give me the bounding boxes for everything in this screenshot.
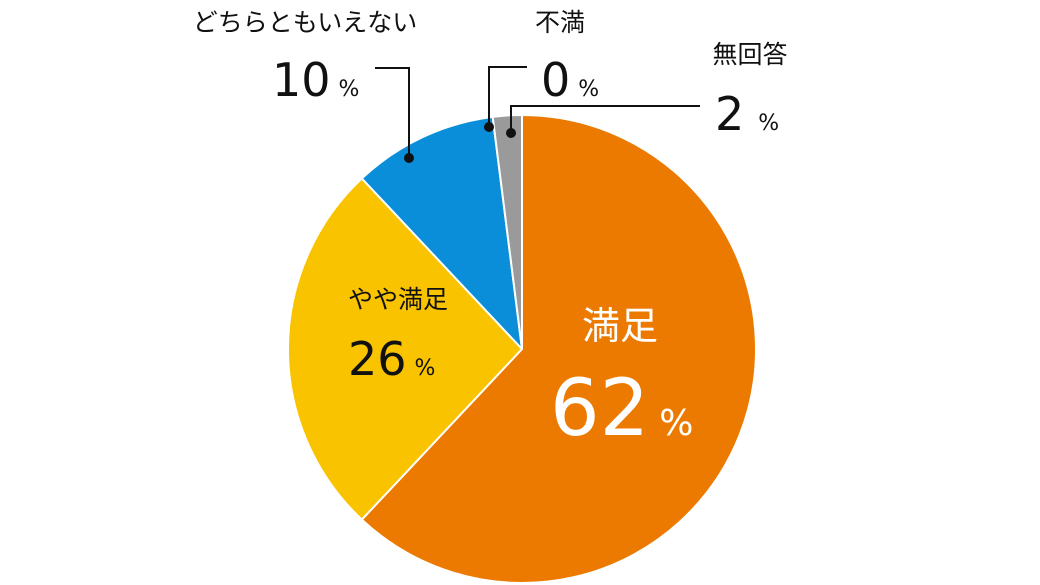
slice-value-fuman: 0%	[541, 53, 599, 107]
leader-line-dochira	[375, 67, 410, 158]
slice-value-mukaito: 2%	[715, 87, 779, 141]
pie-slice-dochira	[360, 115, 523, 350]
slice-label-yaya-manzoku: やや満足	[348, 285, 448, 314]
leader-dot-mukaito	[506, 128, 516, 138]
pie-slice-yaya-manzoku	[287, 177, 523, 521]
leader-dot-fuman	[484, 122, 494, 132]
leader-dot-dochira	[404, 153, 414, 163]
leader-line-fuman	[488, 66, 527, 127]
slice-label-manzoku: 満足	[582, 304, 658, 348]
slice-label-mukaito: 無回答	[712, 40, 787, 69]
slice-label-dochira: どちらともいえない	[193, 8, 418, 37]
slice-value-yaya-manzoku: 26%	[348, 332, 435, 386]
pie-slice-manzoku	[360, 114, 757, 584]
slice-value-manzoku: 62%	[550, 364, 693, 454]
pie-slice-mukaito	[491, 114, 523, 350]
slice-value-dochira: 10%	[272, 53, 359, 107]
pie-slices	[287, 114, 757, 584]
slice-label-fuman: 不満	[535, 8, 585, 37]
leader-line-mukaito	[510, 105, 700, 133]
